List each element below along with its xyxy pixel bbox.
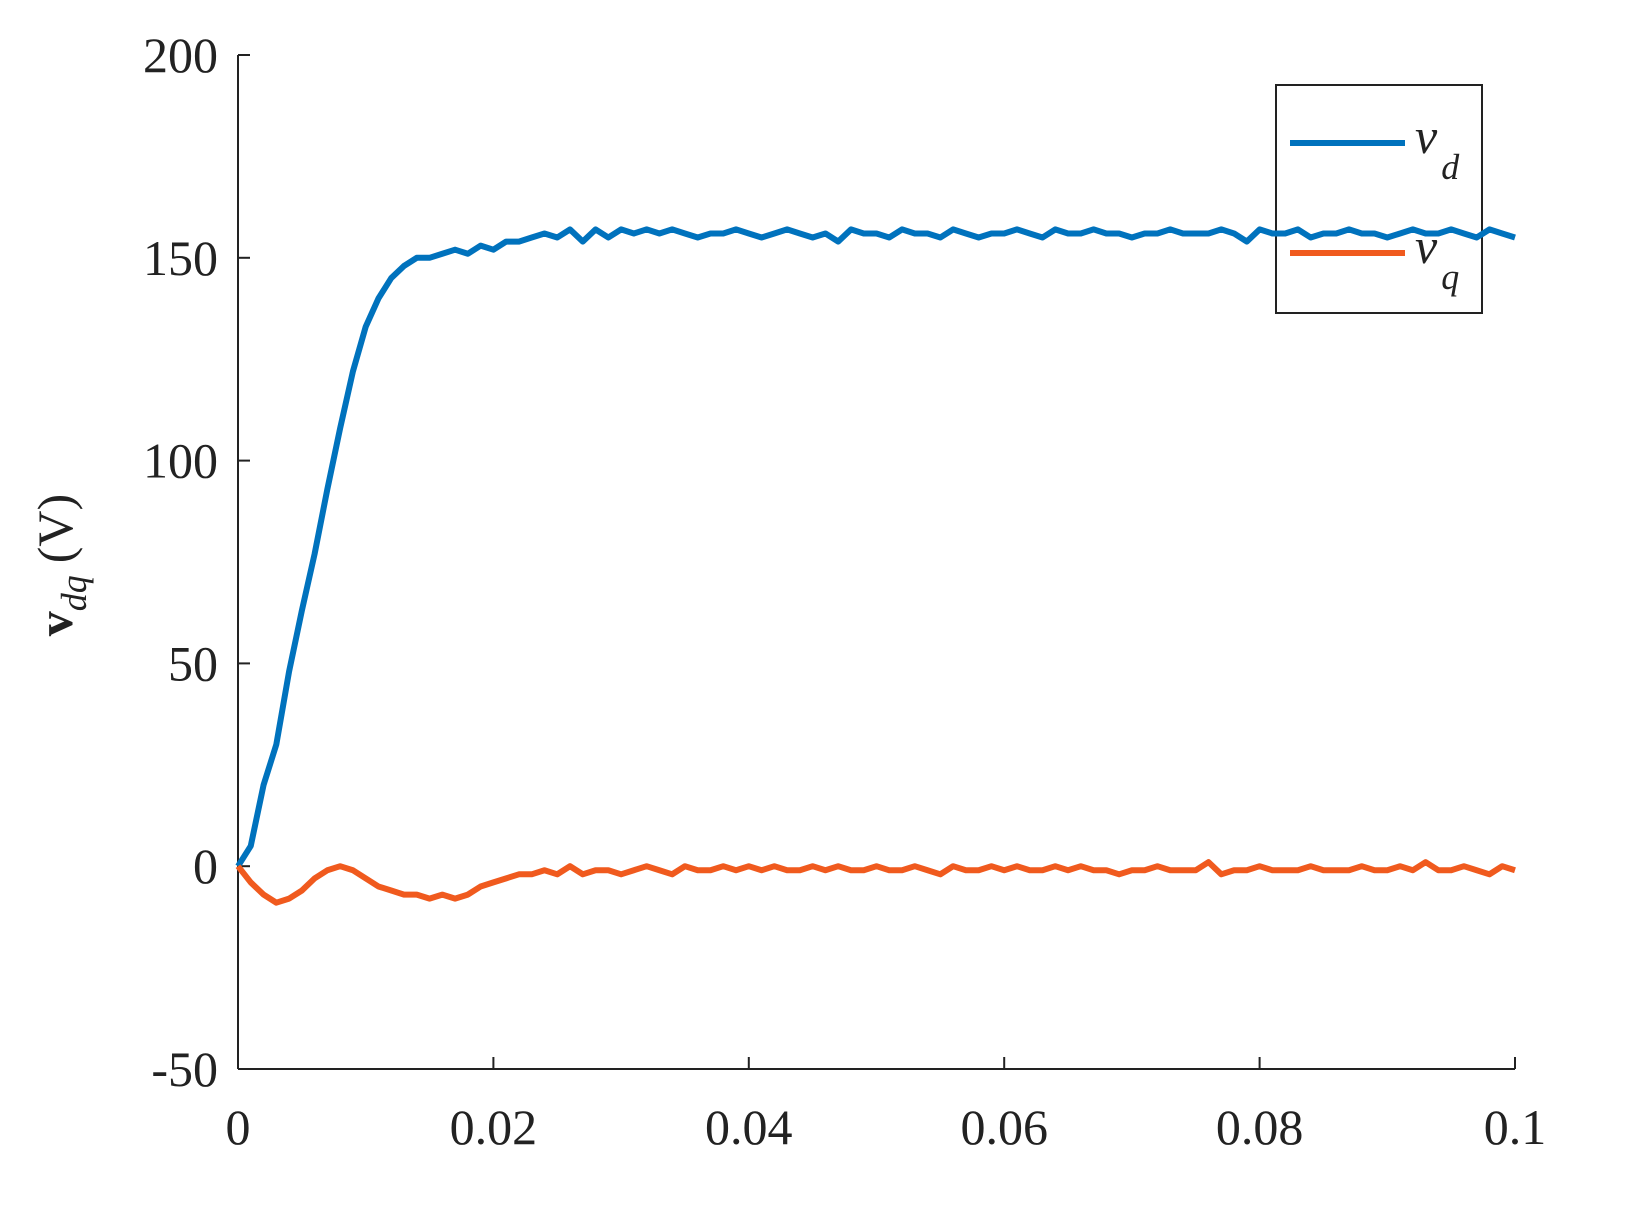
y-tick-label: 200 [143, 27, 218, 83]
x-tick-label: 0.08 [1216, 1099, 1304, 1155]
y-tick-label: 0 [193, 838, 218, 894]
y-axis-label: vdq (V) [27, 494, 94, 636]
y-label-main: v [27, 611, 83, 636]
legend-name: v [1415, 218, 1438, 274]
legend-label: vq [1415, 218, 1459, 297]
x-tick-label: 0.04 [705, 1099, 793, 1155]
y-label-unit: (V) [27, 494, 83, 563]
legend-subscript: d [1441, 147, 1460, 187]
series-line [235, 226, 1516, 868]
y-tick-label: 100 [143, 433, 218, 489]
legend-box [1275, 84, 1483, 314]
y-tick-label: 50 [168, 635, 218, 691]
y-label-sub: dq [54, 575, 94, 611]
x-tick-label: 0 [226, 1099, 251, 1155]
y-tick-label: -50 [151, 1041, 218, 1097]
x-tick-label: 0.02 [450, 1099, 538, 1155]
y-tick-label: 150 [143, 230, 218, 286]
series-line [235, 859, 1516, 906]
legend-subscript: q [1441, 257, 1459, 297]
legend-label: vd [1415, 108, 1460, 187]
x-tick-label: 0.06 [960, 1099, 1048, 1155]
legend-name: v [1415, 108, 1438, 164]
x-tick-label: 0.1 [1484, 1099, 1547, 1155]
